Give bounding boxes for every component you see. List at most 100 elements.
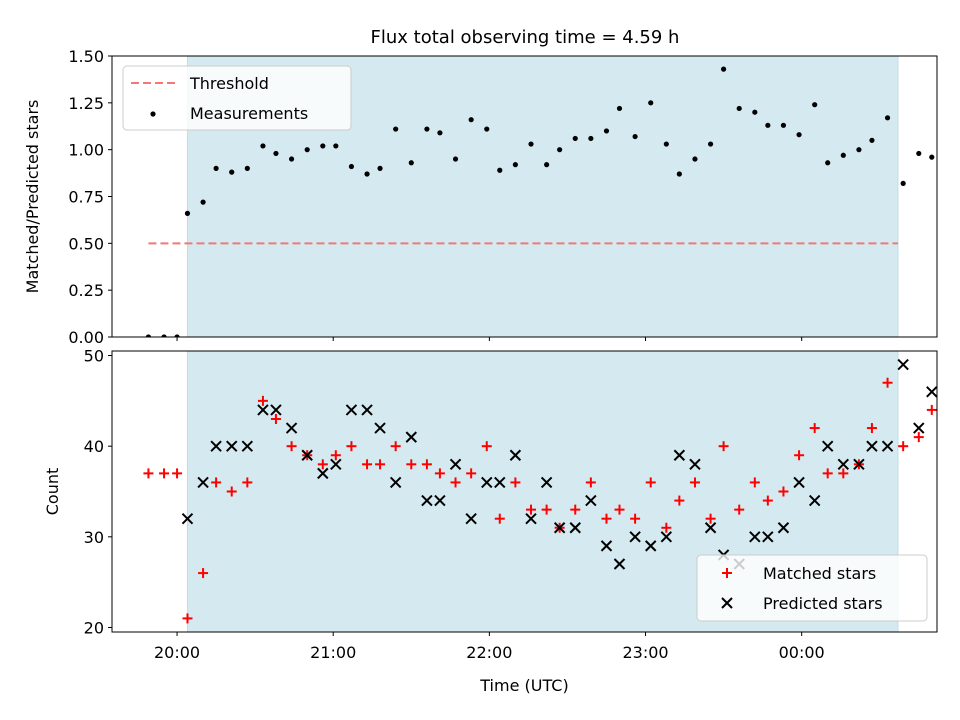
matched-star-point bbox=[510, 477, 521, 488]
predicted-star-point bbox=[481, 476, 493, 489]
predicted-star-point bbox=[525, 512, 537, 525]
matched-star-point bbox=[526, 504, 537, 515]
measurement-point bbox=[752, 109, 758, 115]
x-axis-label: Time (UTC) bbox=[479, 676, 568, 695]
matched-star-point bbox=[809, 423, 820, 434]
matched-star-point bbox=[601, 513, 612, 524]
measurement-point bbox=[884, 115, 891, 121]
predicted-star-point bbox=[405, 431, 417, 443]
predicted-star-point bbox=[553, 522, 566, 534]
matched-star-point bbox=[674, 495, 685, 506]
measurement-point bbox=[648, 100, 654, 106]
measurement-point bbox=[692, 156, 698, 162]
predicted-star-point bbox=[569, 522, 581, 534]
matched-star-point bbox=[421, 459, 432, 470]
predicted-star-point bbox=[585, 494, 597, 507]
predicted-star-point bbox=[389, 476, 402, 489]
measurement-point bbox=[707, 141, 714, 147]
predicted-star-point bbox=[749, 531, 761, 543]
measurement-point bbox=[304, 147, 310, 153]
y-tick-label: 1.00 bbox=[68, 141, 104, 160]
predicted-star-point bbox=[613, 558, 626, 570]
measurement-point bbox=[557, 147, 563, 153]
measurement-point bbox=[161, 334, 167, 337]
x-tick-label: 21:00 bbox=[310, 643, 356, 662]
matched-star-point bbox=[866, 423, 877, 434]
predicted-star-point bbox=[301, 449, 313, 461]
matched-star-point bbox=[172, 468, 183, 479]
measurement-point bbox=[528, 141, 534, 147]
matched-star-point bbox=[211, 477, 222, 488]
measurement-point bbox=[320, 143, 326, 149]
x-tick-label: 20:00 bbox=[154, 643, 200, 662]
measurement-point bbox=[452, 156, 459, 162]
measurement-point bbox=[869, 137, 875, 143]
measurement-point bbox=[825, 160, 831, 166]
legend-measurements-label: Measurements bbox=[190, 104, 308, 123]
predicted-star-point bbox=[317, 467, 329, 480]
y-tick-label: 0.50 bbox=[68, 234, 104, 253]
measurement-point bbox=[616, 105, 623, 112]
measurement-point bbox=[720, 66, 727, 72]
predicted-star-point bbox=[509, 449, 522, 461]
predicted-star-point bbox=[673, 449, 686, 461]
y-tick-label: 0.00 bbox=[68, 328, 104, 347]
predicted-star-point bbox=[285, 422, 298, 434]
predicted-star-point bbox=[629, 531, 641, 543]
legend-measurements-swatch bbox=[150, 111, 156, 117]
y-tick-label: 40 bbox=[84, 437, 104, 456]
predicted-star-point bbox=[465, 512, 477, 525]
measurement-point bbox=[213, 165, 219, 171]
measurement-point bbox=[840, 152, 846, 158]
matched-star-point bbox=[406, 459, 417, 470]
matched-star-point bbox=[645, 477, 656, 488]
matched-star-point bbox=[541, 504, 552, 515]
y-tick-label: 50 bbox=[84, 347, 104, 366]
matched-star-point bbox=[450, 477, 461, 488]
measurement-point bbox=[603, 128, 610, 134]
predicted-star-point bbox=[853, 458, 865, 471]
predicted-star-point bbox=[600, 540, 613, 552]
predicted-star-point bbox=[704, 522, 717, 534]
predicted-star-point bbox=[449, 458, 462, 471]
measurement-point bbox=[929, 154, 935, 160]
matched-star-point bbox=[434, 468, 445, 479]
measurement-point bbox=[437, 130, 443, 136]
matched-star-point bbox=[762, 495, 773, 506]
predicted-star-point bbox=[837, 458, 850, 471]
legend: Matched stars Predicted stars bbox=[696, 554, 928, 622]
matched-star-point bbox=[585, 477, 596, 488]
matched-star-point bbox=[794, 450, 805, 461]
matched-star-point bbox=[242, 477, 253, 488]
predicted-star-point bbox=[494, 476, 506, 489]
measurement-point bbox=[468, 117, 474, 123]
legend-matched-label: Matched stars bbox=[763, 564, 876, 583]
matched-star-point bbox=[749, 477, 760, 488]
legend: Threshold Measurements bbox=[122, 65, 352, 131]
measurement-point bbox=[632, 133, 638, 140]
measurement-point bbox=[273, 150, 279, 157]
matched-star-point bbox=[257, 395, 268, 406]
matched-star-point bbox=[481, 441, 492, 452]
measurement-point bbox=[244, 165, 250, 171]
matched-star-point bbox=[159, 468, 170, 479]
measurement-point bbox=[333, 143, 339, 149]
matched-star-point bbox=[838, 468, 849, 479]
y-tick-label: 30 bbox=[84, 528, 104, 547]
y-tick-label: 20 bbox=[84, 618, 104, 637]
plot-area bbox=[143, 351, 937, 632]
matched-star-point bbox=[226, 486, 237, 497]
measurement-point bbox=[145, 334, 152, 337]
predicted-star-point bbox=[374, 422, 386, 434]
predicted-star-point bbox=[345, 404, 358, 416]
y-tick-label: 0.75 bbox=[68, 188, 104, 207]
predicted-star-point bbox=[881, 440, 894, 452]
y-axis-label: Matched/Predicted stars bbox=[23, 100, 42, 294]
measurement-point bbox=[780, 122, 787, 128]
legend-box bbox=[122, 65, 352, 131]
measurement-point bbox=[229, 169, 235, 175]
measurement-point bbox=[572, 135, 578, 142]
predicted-star-point bbox=[421, 494, 433, 507]
matched-star-point bbox=[570, 504, 581, 515]
matched-star-point bbox=[466, 468, 477, 479]
